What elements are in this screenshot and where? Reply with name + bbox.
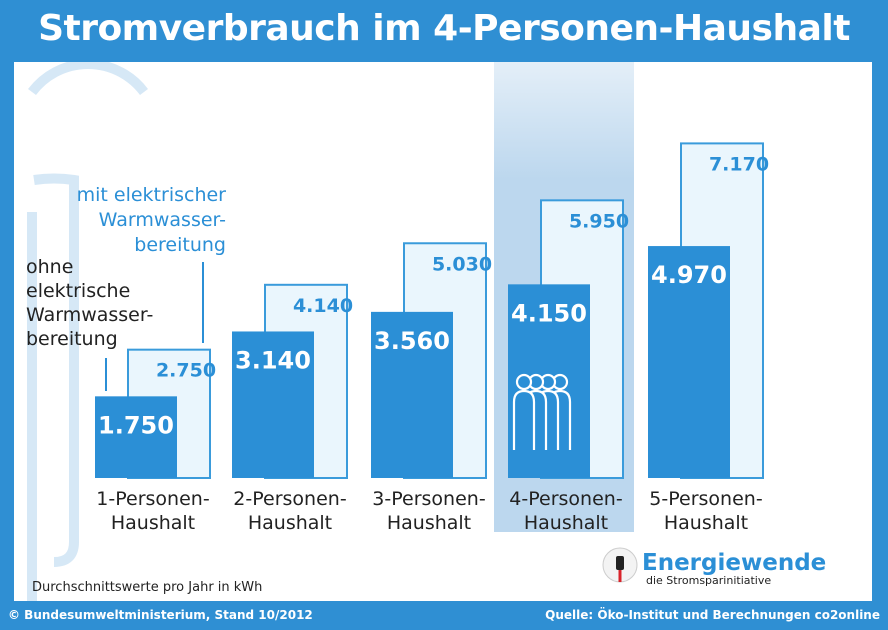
category-label-line1: 3-Personen- (372, 488, 485, 510)
category-label-line2: Haushalt (111, 512, 195, 534)
data-label-without: 4.150 (511, 299, 587, 327)
bar-chart: 2.7501.7501-Personen-Haushalt4.1403.1402… (26, 62, 826, 601)
category-label-line2: Haushalt (387, 512, 471, 534)
copyright-footer: © Bundesumweltministerium, Stand 10/2012 (8, 608, 313, 622)
logo-subtitle: die Stromsparinitiative (646, 574, 771, 587)
legend-without-line: elektrische (26, 280, 130, 302)
plug-icon (616, 556, 624, 570)
category-label-line1: 4-Personen- (509, 488, 622, 510)
legend-without-line: Warmwasser- (26, 304, 153, 326)
chart-title: Stromverbrauch im 4-Personen-Haushalt (38, 8, 850, 49)
category-label-line2: Haushalt (664, 512, 748, 534)
background-figure-arm (33, 173, 79, 567)
person-icon-body (512, 389, 536, 450)
unit-note: Durchschnittswerte pro Jahr in kWh (32, 580, 262, 595)
category-label-line1: 2-Personen- (233, 488, 346, 510)
data-label-without: 4.970 (651, 261, 727, 289)
bar-without-warmwasser (648, 246, 730, 478)
category-label-line2: Haushalt (248, 512, 332, 534)
data-label-with: 2.750 (156, 360, 216, 382)
bar-without-warmwasser (371, 311, 453, 478)
person-icon-head (515, 373, 533, 391)
legend-with-line: bereitung (134, 234, 226, 256)
data-label-with: 4.140 (293, 295, 353, 317)
background-figure-head (28, 62, 148, 96)
bar-without-warmwasser (95, 396, 177, 478)
legend-without-line: ohne (26, 256, 73, 278)
data-label-without: 1.750 (98, 411, 174, 439)
data-label-without: 3.560 (374, 327, 450, 355)
bar-without-warmwasser (232, 331, 314, 478)
chart-panel: 2.750 1.750 1-Personen- Haushalt 4.140 3.140 2… (14, 62, 872, 601)
data-label-with: 7.170 (709, 153, 769, 175)
legend-with-line: mit elektrischer (77, 184, 227, 206)
data-label-without: 3.140 (235, 346, 311, 374)
category-label-line1: 1-Personen- (96, 488, 209, 510)
data-label-with: 5.030 (432, 253, 492, 275)
category-label-line2: Haushalt (524, 512, 608, 534)
source-footer: Quelle: Öko-Institut und Berechnungen co… (545, 608, 880, 622)
logo-name: Energiewende (642, 550, 826, 576)
category-label-line1: 5-Personen- (649, 488, 762, 510)
legend-without-line: bereitung (26, 328, 118, 350)
data-label-with: 5.950 (569, 210, 629, 232)
legend-with-line: Warmwasser- (99, 209, 226, 231)
